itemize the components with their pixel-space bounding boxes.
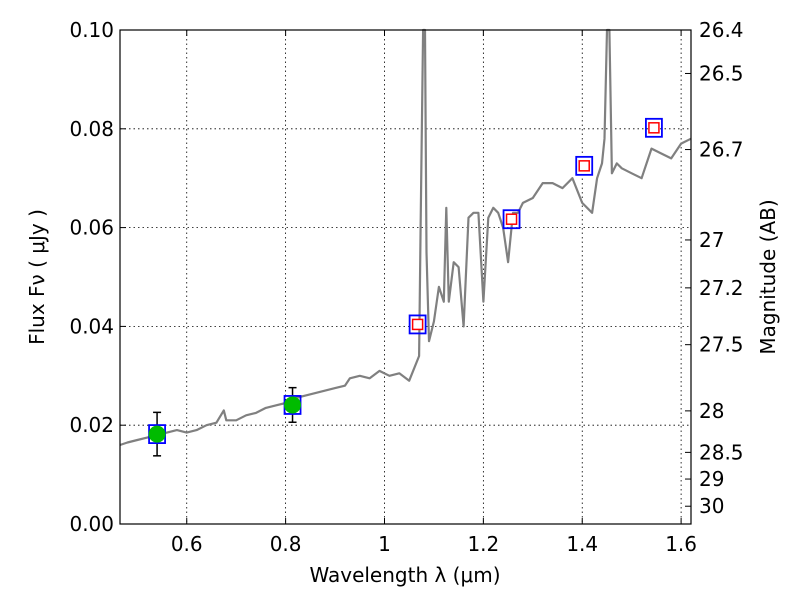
right-tick-label: 26.7 — [699, 138, 744, 162]
filter-box — [408, 314, 427, 335]
sed-curve — [119, 28, 692, 447]
detection-point — [284, 396, 302, 414]
x-tick-label: 0.8 — [270, 532, 302, 556]
detection-point — [148, 425, 166, 443]
synthetic-point — [411, 318, 424, 331]
right-tick-label: 26.5 — [699, 61, 744, 85]
right-tick-label: 27.2 — [699, 276, 744, 300]
y-axis-right-title: Magnitude (AB) — [756, 199, 780, 354]
right-tick-label: 27.5 — [699, 333, 744, 357]
y-tick-label: 0.02 — [69, 413, 114, 437]
right-tick-label: 30 — [699, 494, 724, 518]
x-tick-label: 0.6 — [171, 532, 203, 556]
curve-layer — [119, 28, 692, 447]
right-tick-label: 27 — [699, 228, 724, 252]
right-tick-label: 28 — [699, 399, 724, 423]
points-layer — [148, 117, 663, 457]
y-axis-left: 0.00 0.02 0.04 0.06 0.08 0.10 — [69, 18, 126, 536]
synthetic-point — [578, 160, 590, 172]
x-tick-label: 1.6 — [665, 532, 697, 556]
y-tick-label: 0.10 — [69, 18, 114, 42]
synthetic-point — [648, 122, 660, 134]
grid-layer — [120, 30, 691, 524]
filter-box — [575, 155, 594, 176]
y-tick-label: 0.04 — [69, 314, 114, 338]
x-tick-label: 1.4 — [566, 532, 598, 556]
right-tick-label: 26.4 — [699, 18, 744, 42]
right-tick-label: 29 — [699, 467, 724, 491]
synthetic-point — [505, 213, 518, 225]
x-tick-label: 1.2 — [467, 532, 499, 556]
x-axis: 0.6 0.8 1 1.2 1.4 1.6 — [171, 30, 697, 556]
filter-box — [645, 117, 663, 138]
y-tick-label: 0.06 — [69, 216, 114, 240]
y-axis-right: 26.4 26.5 26.7 27 27.2 27.5 28 28.5 29 30 — [685, 18, 744, 518]
y-tick-label: 0.00 — [69, 512, 114, 536]
y-tick-label: 0.08 — [69, 117, 114, 141]
plot-frame — [119, 29, 692, 525]
x-tick-label: 1 — [378, 532, 391, 556]
x-axis-title: Wavelength λ (μm) — [309, 563, 500, 587]
y-axis-title: Flux Fν ( μJy ) — [25, 209, 49, 345]
filter-box — [502, 209, 521, 230]
right-tick-label: 28.5 — [699, 440, 744, 464]
